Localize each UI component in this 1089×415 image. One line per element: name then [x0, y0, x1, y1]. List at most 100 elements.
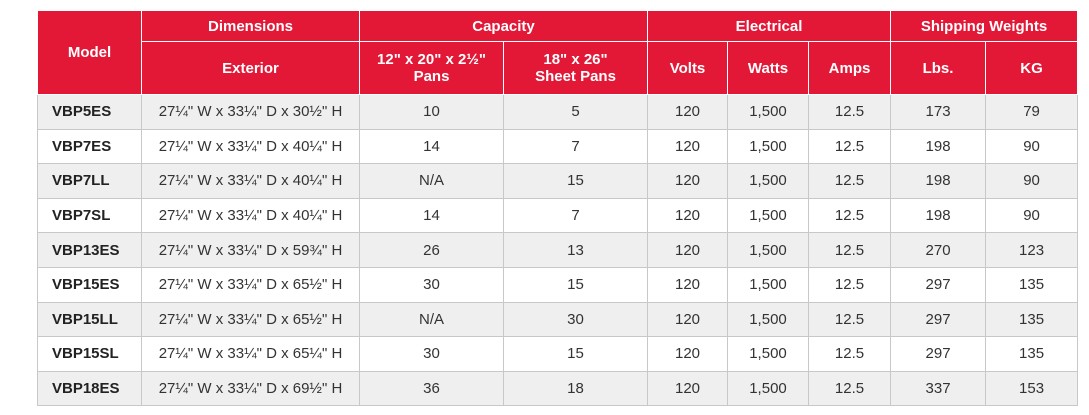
table-cell: 14 — [359, 128, 504, 165]
table-cell: 120 — [647, 370, 728, 407]
table-cell: 27¼" W x 33¼" D x 30½" H — [141, 94, 360, 130]
table-cell: 12.5 — [807, 163, 892, 199]
table-cell: 135 — [985, 301, 1079, 338]
table-cell: 297 — [890, 301, 987, 338]
group-header: Dimensions — [141, 10, 360, 42]
table-cell: 12.5 — [807, 370, 892, 407]
table-cell: 27¼" W x 33¼" D x 59¾" H — [141, 232, 360, 268]
column-header: Exterior — [141, 41, 360, 95]
table-cell: 297 — [890, 266, 987, 303]
model-cell: VBP7LL — [37, 163, 142, 199]
spec-table: Model Dimensions Capacity Electrical Shi… — [37, 10, 1079, 407]
table-row: VBP15SL 27¼" W x 33¼" D x 65¼" H 30 15 120 1,… — [37, 336, 1079, 372]
table-cell: 173 — [890, 94, 987, 130]
table-cell: 12.5 — [807, 266, 892, 303]
model-cell: VBP15SL — [37, 336, 142, 372]
model-cell: VBP15ES — [37, 266, 142, 303]
table-cell: 27¼" W x 33¼" D x 40¼" H — [141, 163, 360, 199]
table-cell: N/A — [359, 301, 504, 338]
table-cell: 30 — [359, 266, 504, 303]
table-cell: 270 — [890, 232, 987, 268]
table-cell: 15 — [503, 266, 648, 303]
table-cell: 120 — [647, 163, 728, 199]
table-cell: 5 — [503, 94, 648, 130]
table-cell: N/A — [359, 163, 504, 199]
table-cell: 120 — [647, 232, 728, 268]
table-row: VBP7SL 27¼" W x 33¼" D x 40¼" H 14 7 120 1,50… — [37, 197, 1079, 234]
table-cell: 15 — [503, 163, 648, 199]
table-cell: 27¼" W x 33¼" D x 65½" H — [141, 266, 360, 303]
table-cell: 120 — [647, 301, 728, 338]
table-cell: 27¼" W x 33¼" D x 65½" H — [141, 301, 360, 338]
table-cell: 18 — [503, 370, 648, 407]
table-cell: 90 — [985, 163, 1079, 199]
table-cell: 1,500 — [727, 163, 809, 199]
table-cell: 1,500 — [727, 128, 809, 165]
model-cell: VBP13ES — [37, 232, 142, 268]
table-row: VBP7ES 27¼" W x 33¼" D x 40¼" H 14 7 120 1,50… — [37, 128, 1079, 165]
model-cell: VBP18ES — [37, 370, 142, 407]
header-row: Exterior 12" x 20" x 2½" Pans 18" x 26" Sh… — [38, 41, 1079, 95]
table-cell: 27¼" W x 33¼" D x 40¼" H — [141, 128, 360, 165]
group-header: Electrical — [646, 10, 892, 42]
table-row: VBP15ES 27¼" W x 33¼" D x 65½" H 30 15 120 1,… — [37, 266, 1079, 303]
table-cell: 79 — [985, 94, 1079, 130]
column-header: Lbs. — [890, 41, 987, 95]
table-cell: 12.5 — [807, 336, 892, 372]
model-cell: VBP5ES — [37, 94, 142, 130]
table-cell: 10 — [359, 94, 504, 130]
table-row: VBP7LL 27¼" W x 33¼" D x 40¼" H N/A 15 120 1,… — [37, 163, 1079, 199]
table-cell: 1,500 — [727, 197, 809, 234]
table-cell: 135 — [985, 336, 1079, 372]
table-cell: 12.5 — [807, 232, 892, 268]
table-cell: 90 — [985, 197, 1079, 234]
table-cell: 90 — [985, 128, 1079, 165]
table-cell: 120 — [647, 128, 728, 165]
table-cell: 198 — [890, 128, 987, 165]
column-header: 12" x 20" x 2½" Pans — [359, 41, 504, 95]
table-cell: 337 — [890, 370, 987, 407]
table-body: VBP5ES 27¼" W x 33¼" D x 30½" H 10 5 120 1,50… — [37, 94, 1079, 407]
column-header: 18" x 26" Sheet Pans — [503, 41, 648, 95]
table-cell: 1,500 — [727, 266, 809, 303]
table-cell: 198 — [890, 163, 987, 199]
table-cell: 30 — [503, 301, 648, 338]
table-cell: 7 — [503, 197, 648, 234]
column-header: Volts — [647, 41, 728, 95]
table-row: VBP18ES 27¼" W x 33¼" D x 69½" H 36 18 120 1,… — [37, 370, 1079, 407]
table-cell: 12.5 — [807, 197, 892, 234]
table-row: VBP15LL 27¼" W x 33¼" D x 65½" H N/A 30 120 1… — [37, 301, 1079, 338]
model-cell: VBP15LL — [37, 301, 142, 338]
table-header: Model Dimensions Capacity Electrical Shi… — [37, 10, 1079, 95]
table-cell: 135 — [985, 266, 1079, 303]
group-header: Shipping Weights — [890, 10, 1079, 42]
table-cell: 123 — [985, 232, 1079, 268]
table-cell: 27¼" W x 33¼" D x 69½" H — [141, 370, 360, 407]
table-cell: 120 — [647, 336, 728, 372]
table-cell: 1,500 — [727, 94, 809, 130]
table-cell: 120 — [647, 266, 728, 303]
table-cell: 120 — [647, 94, 728, 130]
model-cell: VBP7SL — [37, 197, 142, 234]
table-cell: 198 — [890, 197, 987, 234]
table-cell: 26 — [359, 232, 504, 268]
column-header: Amps — [807, 41, 892, 95]
table-row: VBP13ES 27¼" W x 33¼" D x 59¾" H 26 13 120 1,… — [37, 232, 1079, 268]
column-header: Watts — [727, 41, 809, 95]
table-cell: 12.5 — [807, 94, 892, 130]
table-cell: 1,500 — [727, 232, 809, 268]
table-cell: 12.5 — [807, 301, 892, 338]
group-header: Capacity — [359, 10, 648, 42]
table-row: VBP5ES 27¼" W x 33¼" D x 30½" H 10 5 120 1,50… — [37, 94, 1079, 130]
table-cell: 30 — [359, 336, 504, 372]
model-cell: VBP7ES — [37, 128, 142, 165]
table-cell: 153 — [985, 370, 1079, 407]
table-cell: 13 — [503, 232, 648, 268]
table-cell: 14 — [359, 197, 504, 234]
table-cell: 27¼" W x 33¼" D x 40¼" H — [141, 197, 360, 234]
table-cell: 1,500 — [727, 301, 809, 338]
table-cell: 1,500 — [727, 336, 809, 372]
table-cell: 297 — [890, 336, 987, 372]
header-row: Model Dimensions Capacity Electrical Shi… — [37, 10, 1079, 95]
